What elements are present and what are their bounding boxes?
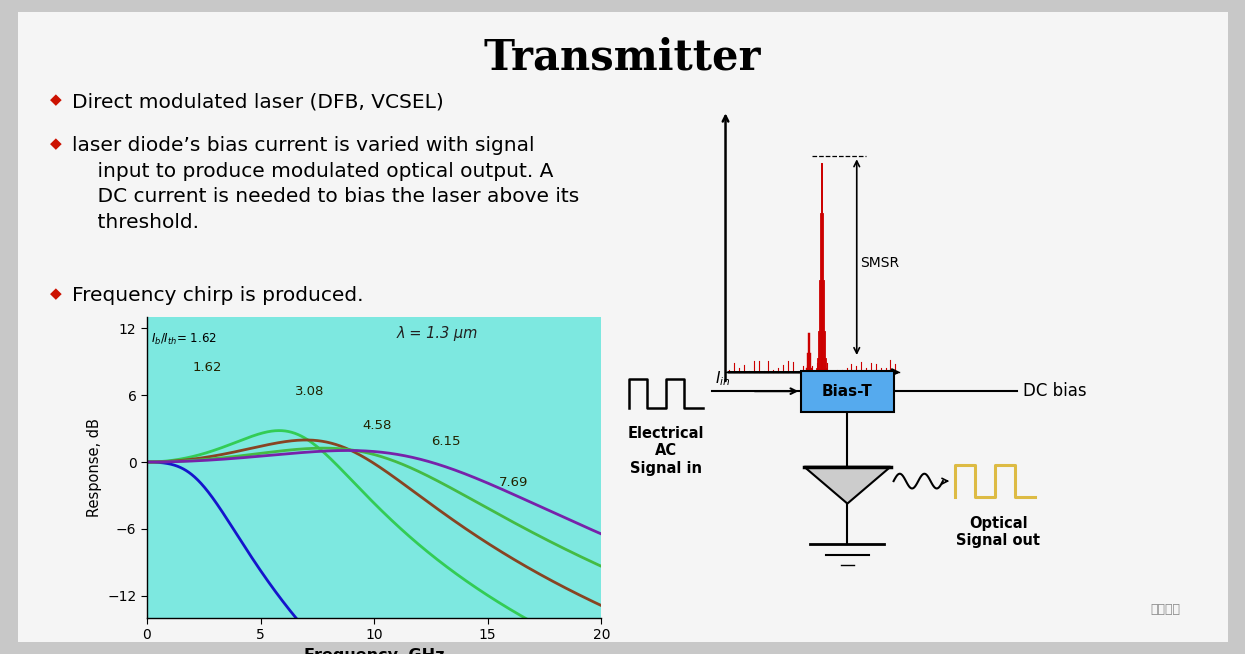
Text: Electrical
AC
Signal in: Electrical AC Signal in — [627, 426, 703, 475]
Text: 6.15: 6.15 — [431, 436, 461, 449]
Text: Transmitter: Transmitter — [483, 36, 761, 78]
X-axis label: Frequency, GHz: Frequency, GHz — [304, 648, 444, 654]
FancyBboxPatch shape — [802, 371, 894, 411]
Y-axis label: Response, dB: Response, dB — [87, 418, 102, 517]
Text: 今日光电: 今日光电 — [1150, 603, 1180, 616]
Text: $I_b/I_{th}$= 1.62: $I_b/I_{th}$= 1.62 — [152, 332, 218, 347]
Text: Direct modulated laser (DFB, VCSEL): Direct modulated laser (DFB, VCSEL) — [72, 92, 443, 111]
Text: λ = 1.3 μm: λ = 1.3 μm — [397, 326, 478, 341]
Text: ◆: ◆ — [50, 286, 62, 301]
Text: $I_{in}$: $I_{in}$ — [715, 369, 731, 388]
Text: laser diode’s bias current is varied with signal
    input to produce modulated : laser diode’s bias current is varied wit… — [72, 136, 579, 232]
Text: ◆: ◆ — [50, 92, 62, 107]
Text: 4.58: 4.58 — [362, 419, 392, 432]
Text: 1.62: 1.62 — [193, 361, 222, 374]
Text: Optical
Signal out: Optical Signal out — [956, 516, 1041, 548]
Text: 7.69: 7.69 — [499, 475, 528, 489]
Text: SMSR: SMSR — [860, 256, 900, 270]
Text: 3.08: 3.08 — [295, 385, 324, 398]
Text: Bias-T: Bias-T — [822, 384, 873, 399]
Text: DC bias: DC bias — [1023, 382, 1087, 400]
Polygon shape — [804, 467, 890, 504]
Text: Frequency chirp is produced.: Frequency chirp is produced. — [72, 286, 364, 305]
Text: ◆: ◆ — [50, 136, 62, 151]
